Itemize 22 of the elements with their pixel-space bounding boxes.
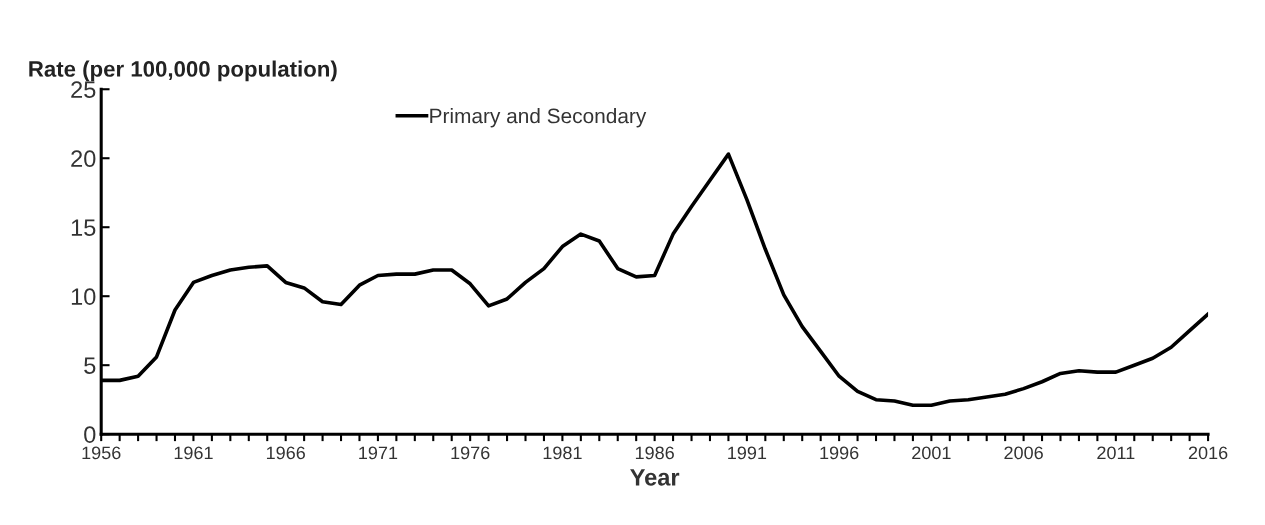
x-tick-label: 1966 (266, 446, 305, 460)
y-tick-label: 10 (71, 288, 96, 305)
x-tick-label: 1976 (451, 446, 490, 460)
x-tick-label: 1991 (728, 446, 767, 460)
y-tick-label: 20 (71, 150, 96, 168)
x-tick-label: 1981 (543, 446, 582, 460)
x-tick-label: 2016 (1188, 446, 1228, 460)
y-tick-label: 0 (84, 426, 96, 443)
x-tick-label: 1971 (359, 446, 398, 460)
x-tick-label: 1996 (820, 446, 859, 460)
x-tick-label: 2011 (1097, 446, 1135, 460)
y-tick-label: 15 (71, 219, 96, 237)
x-tick-label: 2006 (1004, 446, 1043, 460)
y-axis-title: Rate (per 100,000 population) (29, 60, 337, 82)
x-axis-title: Year (630, 469, 680, 486)
x-tick-label: 1986 (635, 446, 674, 460)
x-tick-label: 2001 (912, 446, 951, 460)
x-tick-label: 1956 (82, 446, 121, 460)
y-tick-label: 25 (71, 81, 96, 99)
x-tick-label: 1961 (174, 446, 213, 460)
y-tick-label: 5 (84, 357, 96, 374)
legend-label: Primary and Secondary (430, 108, 647, 128)
